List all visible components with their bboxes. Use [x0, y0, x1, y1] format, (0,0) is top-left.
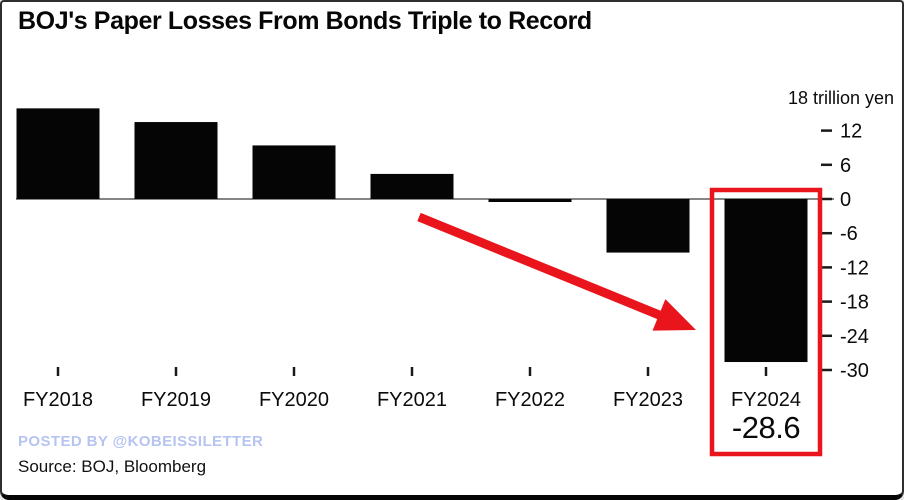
- bar-fy2019: [134, 122, 218, 199]
- chart-title: BOJ's Paper Losses From Bonds Triple to …: [18, 7, 592, 35]
- highlight-value-label: -28.6: [731, 410, 801, 445]
- source-text: Source: BOJ, Bloomberg: [18, 457, 207, 476]
- x-category-label: FY2023: [613, 389, 683, 411]
- y-axis-unit-label: 18 trillion yen: [787, 88, 894, 108]
- trend-arrow-shaft: [417, 212, 669, 323]
- x-category-label: FY2020: [259, 389, 329, 411]
- y-tick-label: -24: [840, 326, 869, 348]
- x-category-label: FY2019: [141, 389, 211, 411]
- x-category-label: FY2018: [23, 389, 93, 411]
- bar-fy2023: [606, 199, 690, 253]
- bar-fy2018: [16, 108, 100, 199]
- watermark-text: POSTED BY @KOBEISSILETTER: [18, 433, 264, 450]
- x-category-label: FY2021: [377, 389, 447, 411]
- y-tick-label: -18: [840, 292, 869, 314]
- bar-fy2022: [488, 199, 572, 202]
- y-tick-label: -12: [840, 257, 869, 279]
- y-tick-label: 6: [840, 155, 851, 177]
- x-category-label: FY2022: [495, 389, 565, 411]
- bar-fy2024: [724, 199, 808, 363]
- highlight-box: [709, 187, 823, 457]
- trend-arrow-head: [652, 299, 696, 331]
- y-tick-label: 0: [840, 189, 851, 211]
- y-tick-label: 12: [840, 121, 862, 143]
- y-tick-label: -30: [840, 360, 869, 382]
- bar-fy2021: [370, 173, 454, 199]
- y-tick-label: -6: [840, 223, 858, 245]
- bar-fy2020: [252, 145, 336, 199]
- x-category-label: FY2024: [731, 389, 801, 411]
